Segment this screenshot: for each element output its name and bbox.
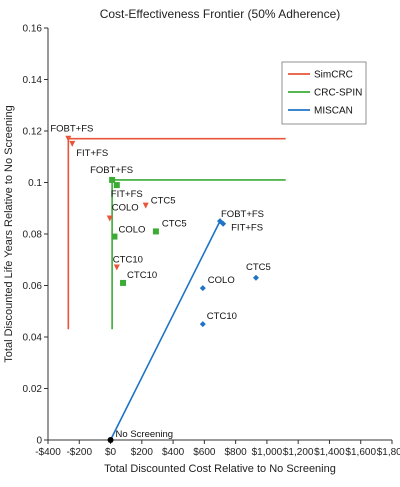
simcrc-ctc5-point — [142, 202, 149, 209]
x-tick-label: $600 — [193, 447, 216, 458]
y-axis-label: Total Discounted Life Years Relative to … — [3, 105, 15, 362]
point-label: FOBT+FS — [50, 124, 93, 135]
y-tick-label: 0.08 — [23, 230, 43, 241]
axes: -$400 -$200 $0 $200 $400 $600 $800 $1,000 $1,200… — [23, 24, 400, 459]
frontier-lines — [67, 137, 286, 441]
legend-label-crc-spin: CRC-SPIN — [314, 88, 362, 99]
legend-box — [281, 61, 367, 125]
x-tick-label: -$400 — [35, 447, 61, 458]
point-label: FOBT+FS — [90, 165, 133, 176]
y-tick-label: 0.1 — [28, 178, 42, 189]
miscan-ctc5-point — [252, 274, 259, 281]
legend-label-miscan: MISCAN — [314, 106, 353, 117]
y-tick-label: 0.06 — [23, 281, 43, 292]
point-labels: FOBT+FS FIT+FS COLO CTC5 CTC10 FOBT+FS FIT+FS C… — [50, 124, 270, 440]
crc-spin-fobt-fs-point — [109, 176, 116, 183]
y-tick-label: 0.02 — [23, 384, 43, 395]
crc-spin-ctc5-point — [152, 228, 159, 235]
point-label: FIT+FS — [76, 148, 108, 159]
y-tick-label: 0.16 — [23, 24, 43, 35]
simcrc-colo-point — [106, 215, 113, 222]
miscan-colo-point — [199, 285, 206, 292]
point-label: FOBT+FS — [221, 209, 264, 220]
y-tick-label: 0.12 — [23, 127, 43, 138]
point-label: CTC10 — [207, 311, 237, 322]
point-label: CTC10 — [127, 270, 157, 281]
crc-spin-colo-point — [111, 233, 118, 240]
miscan-ctc10-point — [199, 321, 206, 328]
x-tick-label: -$200 — [66, 447, 92, 458]
point-label: COLO — [112, 203, 139, 214]
x-axis-label: Total Discounted Cost Relative to No Scr… — [104, 463, 336, 475]
chart-title: Cost-Effectiveness Frontier (50% Adheren… — [100, 7, 341, 21]
x-tick-label: $1,800 — [377, 447, 400, 458]
data-points — [65, 135, 259, 443]
x-tick-label: $400 — [162, 447, 185, 458]
baseline-no-screening-point — [107, 437, 114, 443]
y-tick-label: 0.14 — [23, 75, 43, 86]
x-tick-label: $200 — [131, 447, 154, 458]
point-label: CTC5 — [162, 218, 187, 229]
simcrc-fit-fs-point — [69, 140, 76, 147]
y-tick-label: 0.04 — [23, 333, 43, 344]
legend-label-simcrc: SimCRC — [314, 70, 353, 81]
x-tick-label: $800 — [225, 447, 248, 458]
x-tick-label: $1,400 — [314, 447, 345, 458]
x-tick-label: $1,200 — [283, 447, 314, 458]
simcrc-fobt-fs-point — [65, 135, 72, 142]
point-label: COLO — [208, 275, 235, 286]
point-label: No Screening — [116, 429, 174, 440]
point-label: FIT+FS — [111, 189, 143, 200]
crc-spin-fit-fs-point — [113, 182, 120, 189]
miscan-frontier-line — [109, 220, 221, 441]
x-tick-label: $0 — [105, 447, 117, 458]
legend: SimCRC CRC-SPIN MISCAN — [281, 61, 367, 125]
point-label: CTC10 — [113, 254, 143, 265]
miscan-fit-fs-point — [220, 220, 227, 227]
x-tick-label: $1,000 — [252, 447, 283, 458]
point-label: FIT+FS — [231, 223, 263, 234]
point-label: COLO — [118, 225, 145, 236]
simcrc-ctc10-point — [113, 264, 120, 271]
crc-spin-ctc10-point — [120, 279, 127, 286]
point-label: CTC5 — [246, 262, 271, 273]
y-tick-label: 0 — [36, 436, 42, 447]
x-tick-label: $1,600 — [345, 447, 376, 458]
point-label: CTC5 — [151, 196, 176, 207]
